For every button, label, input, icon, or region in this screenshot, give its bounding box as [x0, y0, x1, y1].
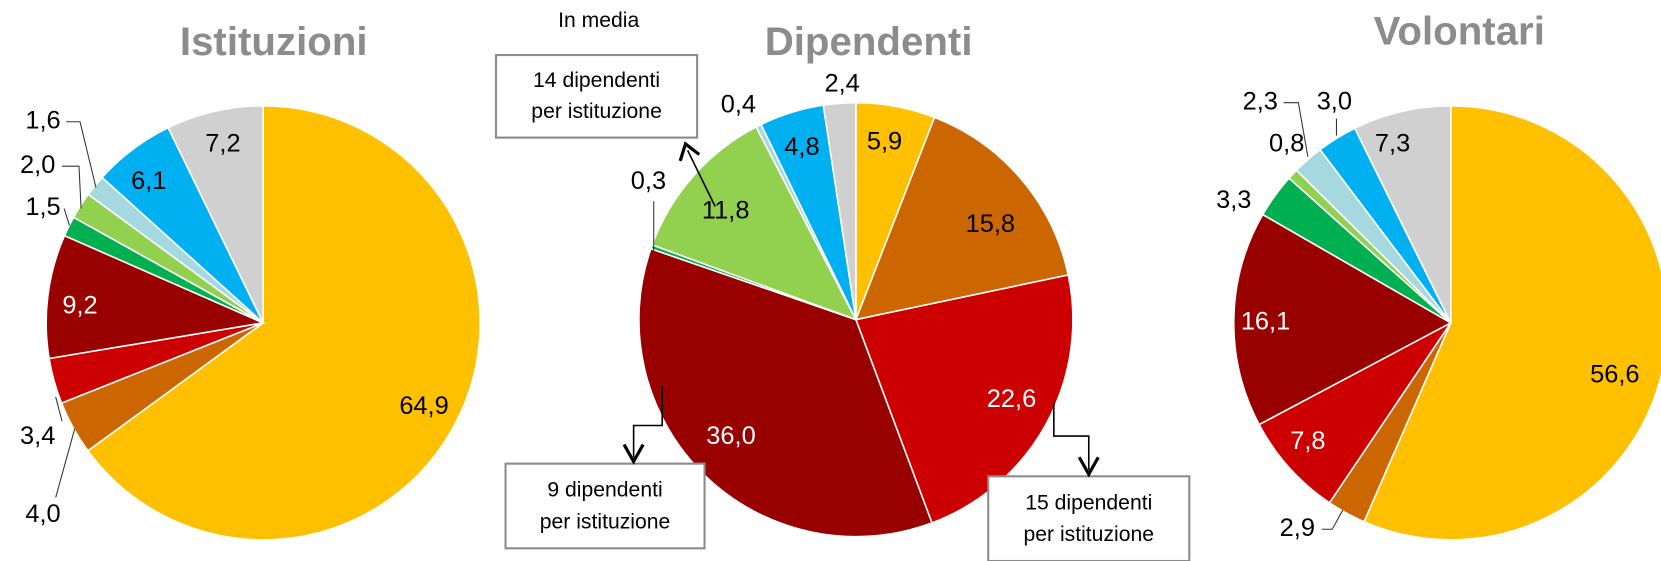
value-label: 7,8 — [1290, 427, 1325, 455]
chart-title: Dipendenti — [765, 19, 973, 64]
pie-slice — [1258, 322, 1452, 504]
chart-title: Volontari — [1374, 8, 1545, 53]
arrow — [632, 386, 663, 458]
leader-line — [63, 208, 70, 226]
value-label: 3,4 — [20, 422, 55, 450]
value-label: 0,4 — [721, 91, 756, 119]
value-label: 9,2 — [62, 292, 97, 320]
value-label: 22,6 — [987, 385, 1036, 413]
arrow — [1053, 402, 1090, 470]
value-label: 5,9 — [867, 128, 902, 156]
annotation-box — [504, 462, 706, 550]
value-label: 4,8 — [784, 133, 819, 161]
value-label: 0,3 — [631, 167, 666, 195]
value-label: 15,8 — [966, 210, 1015, 238]
leader-line — [1283, 102, 1309, 157]
annotation: per istituzione — [1023, 523, 1154, 546]
value-label: 16,1 — [1241, 308, 1290, 336]
value-label: 0,8 — [1269, 130, 1304, 158]
annotation: per istituzione — [540, 510, 671, 533]
pie-slice — [854, 116, 1070, 321]
value-label: 1,6 — [25, 106, 60, 134]
pie-slice — [45, 234, 266, 360]
annotation: In media — [558, 9, 639, 32]
annotation-boxes — [494, 53, 1191, 561]
arrowhead — [622, 443, 645, 465]
pie-slice — [167, 105, 264, 324]
annotation: 14 dipendenti — [533, 69, 660, 92]
arrowhead — [678, 141, 701, 162]
pie-slice — [651, 125, 858, 322]
leader-line — [1321, 509, 1344, 530]
value-label: 2,0 — [20, 151, 55, 179]
value-label: 3,3 — [1216, 186, 1251, 214]
pie-slice — [86, 105, 481, 541]
arrows — [622, 141, 1100, 478]
value-label: 4,0 — [25, 500, 60, 528]
value-label: 2,3 — [1243, 87, 1278, 115]
leader-line — [66, 121, 97, 188]
annotation-box — [987, 475, 1191, 561]
value-label: 7,2 — [205, 130, 240, 158]
value-label: 64,9 — [399, 392, 448, 420]
value-label: 2,9 — [1280, 514, 1315, 542]
arrowhead — [1077, 456, 1100, 478]
value-label: 7,3 — [1375, 130, 1410, 158]
pie-slice — [1353, 105, 1452, 324]
pie-slice — [854, 274, 1074, 524]
pie-slice — [1363, 105, 1661, 541]
value-label: 36,0 — [706, 422, 755, 450]
value-label: 2,4 — [824, 69, 859, 97]
chart-title: Istituzioni — [180, 19, 368, 64]
leader-line — [55, 428, 76, 498]
value-label: 3,0 — [1317, 87, 1352, 115]
value-label: 6,1 — [131, 167, 166, 195]
annotation: 9 dipendenti — [547, 479, 662, 502]
arrow — [686, 149, 716, 207]
annotation-box — [494, 53, 699, 139]
value-label: 56,6 — [1590, 360, 1639, 388]
value-label: 1,5 — [25, 193, 60, 221]
leader-line — [62, 165, 82, 209]
value-label: 11,8 — [702, 196, 750, 224]
pies: 64,9 4,0 3,4 9,2 1,5 2,0 1,6 6,1 7,2 5,9 15,8 22,6 3… — [20, 69, 1661, 542]
pie-slice — [822, 101, 857, 320]
pie-slice — [1233, 213, 1453, 426]
leader-line — [55, 396, 63, 422]
annotation: per istituzione — [531, 100, 662, 123]
annotation: 15 dipendenti — [1025, 491, 1152, 514]
